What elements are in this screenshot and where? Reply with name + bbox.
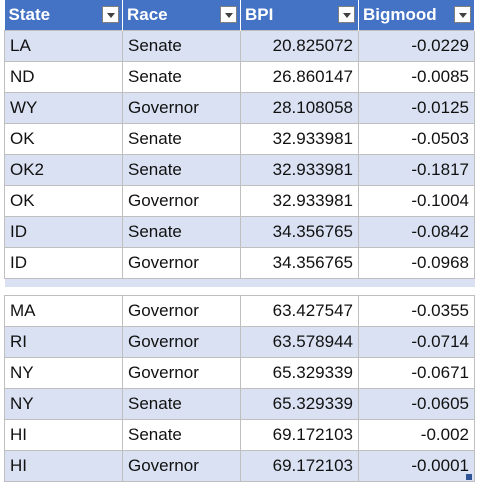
cell-bigmood[interactable]: -0.0229 (358, 30, 475, 62)
table-row: WY Governor 28.108058 -0.0125 (4, 92, 475, 124)
table-row: RI Governor 63.578944 -0.0714 (4, 326, 475, 358)
cell-bigmood[interactable]: -0.0503 (358, 123, 475, 155)
cell-bigmood[interactable]: -0.1817 (358, 154, 475, 186)
cell-bpi[interactable]: 20.825072 (240, 30, 359, 62)
data-table-lower: MA Governor 63.427547 -0.0355 RI Governor 63.5… (4, 295, 475, 482)
filter-dropdown-icon[interactable] (220, 6, 237, 23)
column-header-label: Race (127, 5, 168, 25)
column-header-bpi[interactable]: BPI (240, 0, 359, 31)
column-header-label: State (8, 5, 51, 25)
table-row: ID Senate 34.356765 -0.0842 (4, 216, 475, 248)
cell-race[interactable]: Senate (122, 154, 241, 186)
hidden-rows-divider (4, 287, 480, 295)
data-table-upper: State Race BPI Bigmood LA Senate 20.825072… (4, 0, 475, 287)
cell-state[interactable]: HI (4, 450, 123, 482)
cell-bigmood[interactable]: -0.0125 (358, 92, 475, 124)
column-header-state[interactable]: State (4, 0, 123, 31)
filter-dropdown-icon[interactable] (454, 6, 471, 23)
cell-bpi[interactable]: 32.933981 (240, 185, 359, 217)
column-header-label: Bigmood (363, 5, 437, 25)
cell-race[interactable]: Senate (122, 61, 241, 93)
cell-state[interactable]: LA (4, 30, 123, 62)
cell-state[interactable]: OK2 (4, 154, 123, 186)
table-row: NY Senate 65.329339 -0.0605 (4, 388, 475, 420)
cell-bigmood[interactable]: -0.002 (358, 419, 475, 451)
table-row: HI Senate 69.172103 -0.002 (4, 419, 475, 451)
spreadsheet-table: State Race BPI Bigmood LA Senate 20.825072… (4, 0, 480, 482)
cell-bigmood[interactable]: -0.0968 (358, 247, 475, 279)
cell-state[interactable]: OK (4, 185, 123, 217)
cell-bigmood[interactable]: -0.0085 (358, 61, 475, 93)
cell-state[interactable]: NY (4, 357, 123, 389)
cell-state[interactable]: WY (4, 92, 123, 124)
partial-row (4, 278, 475, 287)
cell-race[interactable]: Senate (122, 30, 241, 62)
cell-race[interactable]: Senate (122, 123, 241, 155)
table-row: ID Governor 34.356765 -0.0968 (4, 247, 475, 279)
table-row: NY Governor 65.329339 -0.0671 (4, 357, 475, 389)
column-header-race[interactable]: Race (122, 0, 241, 31)
partial-cell (240, 278, 359, 287)
partial-cell (358, 278, 475, 287)
table-row: LA Senate 20.825072 -0.0229 (4, 30, 475, 62)
filter-dropdown-icon[interactable] (102, 6, 119, 23)
cell-bigmood[interactable]: -0.0355 (358, 295, 475, 327)
partial-cell (4, 278, 123, 287)
table-row: ND Senate 26.860147 -0.0085 (4, 61, 475, 93)
cell-race[interactable]: Senate (122, 388, 241, 420)
cell-bigmood[interactable]: -0.1004 (358, 185, 475, 217)
header-row: State Race BPI Bigmood (4, 0, 475, 31)
cell-bpi[interactable]: 32.933981 (240, 123, 359, 155)
cell-bpi[interactable]: 28.108058 (240, 92, 359, 124)
cell-state[interactable]: ID (4, 247, 123, 279)
cell-bigmood[interactable]: -0.0605 (358, 388, 475, 420)
cell-state[interactable]: NY (4, 388, 123, 420)
cell-race[interactable]: Governor (122, 185, 241, 217)
column-header-bigmood[interactable]: Bigmood (358, 0, 475, 31)
cell-bigmood[interactable]: -0.0714 (358, 326, 475, 358)
partial-cell (122, 278, 241, 287)
table-row: OK Governor 32.933981 -0.1004 (4, 185, 475, 217)
cell-bpi[interactable]: 34.356765 (240, 216, 359, 248)
cell-state[interactable]: ID (4, 216, 123, 248)
table-row: MA Governor 63.427547 -0.0355 (4, 295, 475, 327)
cell-race[interactable]: Governor (122, 450, 241, 482)
filter-dropdown-icon[interactable] (338, 6, 355, 23)
cell-bigmood[interactable]: -0.0842 (358, 216, 475, 248)
cell-race[interactable]: Governor (122, 92, 241, 124)
cell-race[interactable]: Senate (122, 419, 241, 451)
cell-bpi[interactable]: 69.172103 (240, 419, 359, 451)
cell-bpi[interactable]: 65.329339 (240, 388, 359, 420)
table-row: HI Governor 69.172103 -0.0001 (4, 450, 475, 482)
cell-bpi[interactable]: 63.427547 (240, 295, 359, 327)
cell-bpi[interactable]: 32.933981 (240, 154, 359, 186)
cell-race[interactable]: Governor (122, 295, 241, 327)
cell-state[interactable]: ND (4, 61, 123, 93)
cell-state[interactable]: MA (4, 295, 123, 327)
cell-state[interactable]: OK (4, 123, 123, 155)
cell-state[interactable]: HI (4, 419, 123, 451)
column-header-label: BPI (245, 5, 274, 25)
cell-race[interactable]: Governor (122, 357, 241, 389)
cell-bigmood[interactable]: -0.0001 (358, 450, 475, 482)
cell-bpi[interactable]: 65.329339 (240, 357, 359, 389)
cell-race[interactable]: Senate (122, 216, 241, 248)
cell-bpi[interactable]: 69.172103 (240, 450, 359, 482)
cell-bigmood[interactable]: -0.0671 (358, 357, 475, 389)
cell-state[interactable]: RI (4, 326, 123, 358)
cell-race[interactable]: Governor (122, 247, 241, 279)
table-row: OK Senate 32.933981 -0.0503 (4, 123, 475, 155)
table-resize-handle[interactable] (466, 474, 472, 480)
cell-race[interactable]: Governor (122, 326, 241, 358)
cell-bpi[interactable]: 63.578944 (240, 326, 359, 358)
table-row: OK2 Senate 32.933981 -0.1817 (4, 154, 475, 186)
cell-bpi[interactable]: 34.356765 (240, 247, 359, 279)
cell-bpi[interactable]: 26.860147 (240, 61, 359, 93)
